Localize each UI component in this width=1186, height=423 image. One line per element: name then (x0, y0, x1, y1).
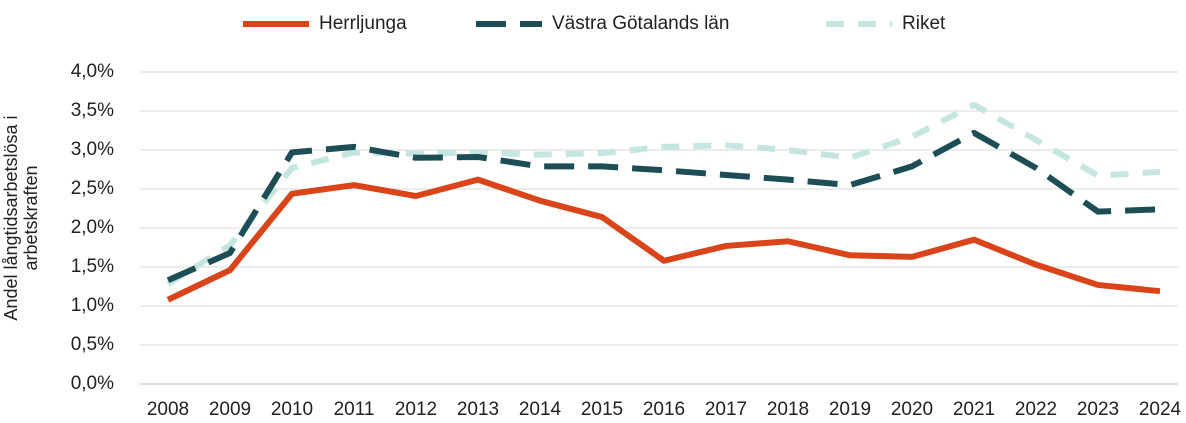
y-tick-label: 3,0% (71, 139, 114, 160)
x-tick-label: 2009 (209, 399, 251, 420)
y-tick-label: 3,5% (71, 100, 114, 121)
series-line (166, 101, 1161, 287)
x-tick-label: 2010 (271, 399, 313, 420)
y-tick-label: 0,5% (71, 334, 114, 355)
legend-label: Riket (902, 13, 946, 34)
legend-label: Herrljunga (319, 13, 407, 34)
x-tick-label: 2022 (1015, 399, 1057, 420)
x-tick-label: 2015 (581, 399, 623, 420)
x-tick-label: 2024 (1139, 399, 1182, 420)
x-tick-label: 2020 (891, 399, 933, 420)
y-tick-label: 2,5% (71, 178, 114, 199)
y-tick-label: 0,0% (71, 373, 114, 394)
x-tick-label: 2023 (1077, 399, 1119, 420)
x-tick-label: 2011 (334, 399, 375, 420)
x-tick-label: 2016 (643, 399, 685, 420)
y-tick-label: 4,0% (71, 61, 114, 82)
x-tick-label: 2012 (395, 399, 437, 420)
x-tick-label: 2013 (457, 399, 499, 420)
x-tick-label: 2018 (767, 399, 809, 420)
y-tick-label: 1,0% (71, 295, 114, 316)
x-tick-label: 2008 (147, 399, 189, 420)
series-line (166, 129, 1161, 284)
series-line (166, 176, 1161, 303)
y-axis-label: Andel långtidsarbetslösa i arbetskraften (1, 115, 41, 321)
x-tick-label: 2014 (519, 399, 562, 420)
y-tick-label: 2,0% (71, 217, 114, 238)
x-tick-label: 2021 (953, 399, 995, 420)
legend-label: Västra Götalands län (552, 13, 729, 34)
y-tick-label: 1,5% (71, 256, 114, 277)
x-tick-label: 2017 (705, 399, 747, 420)
x-tick-label: 2019 (829, 399, 871, 420)
